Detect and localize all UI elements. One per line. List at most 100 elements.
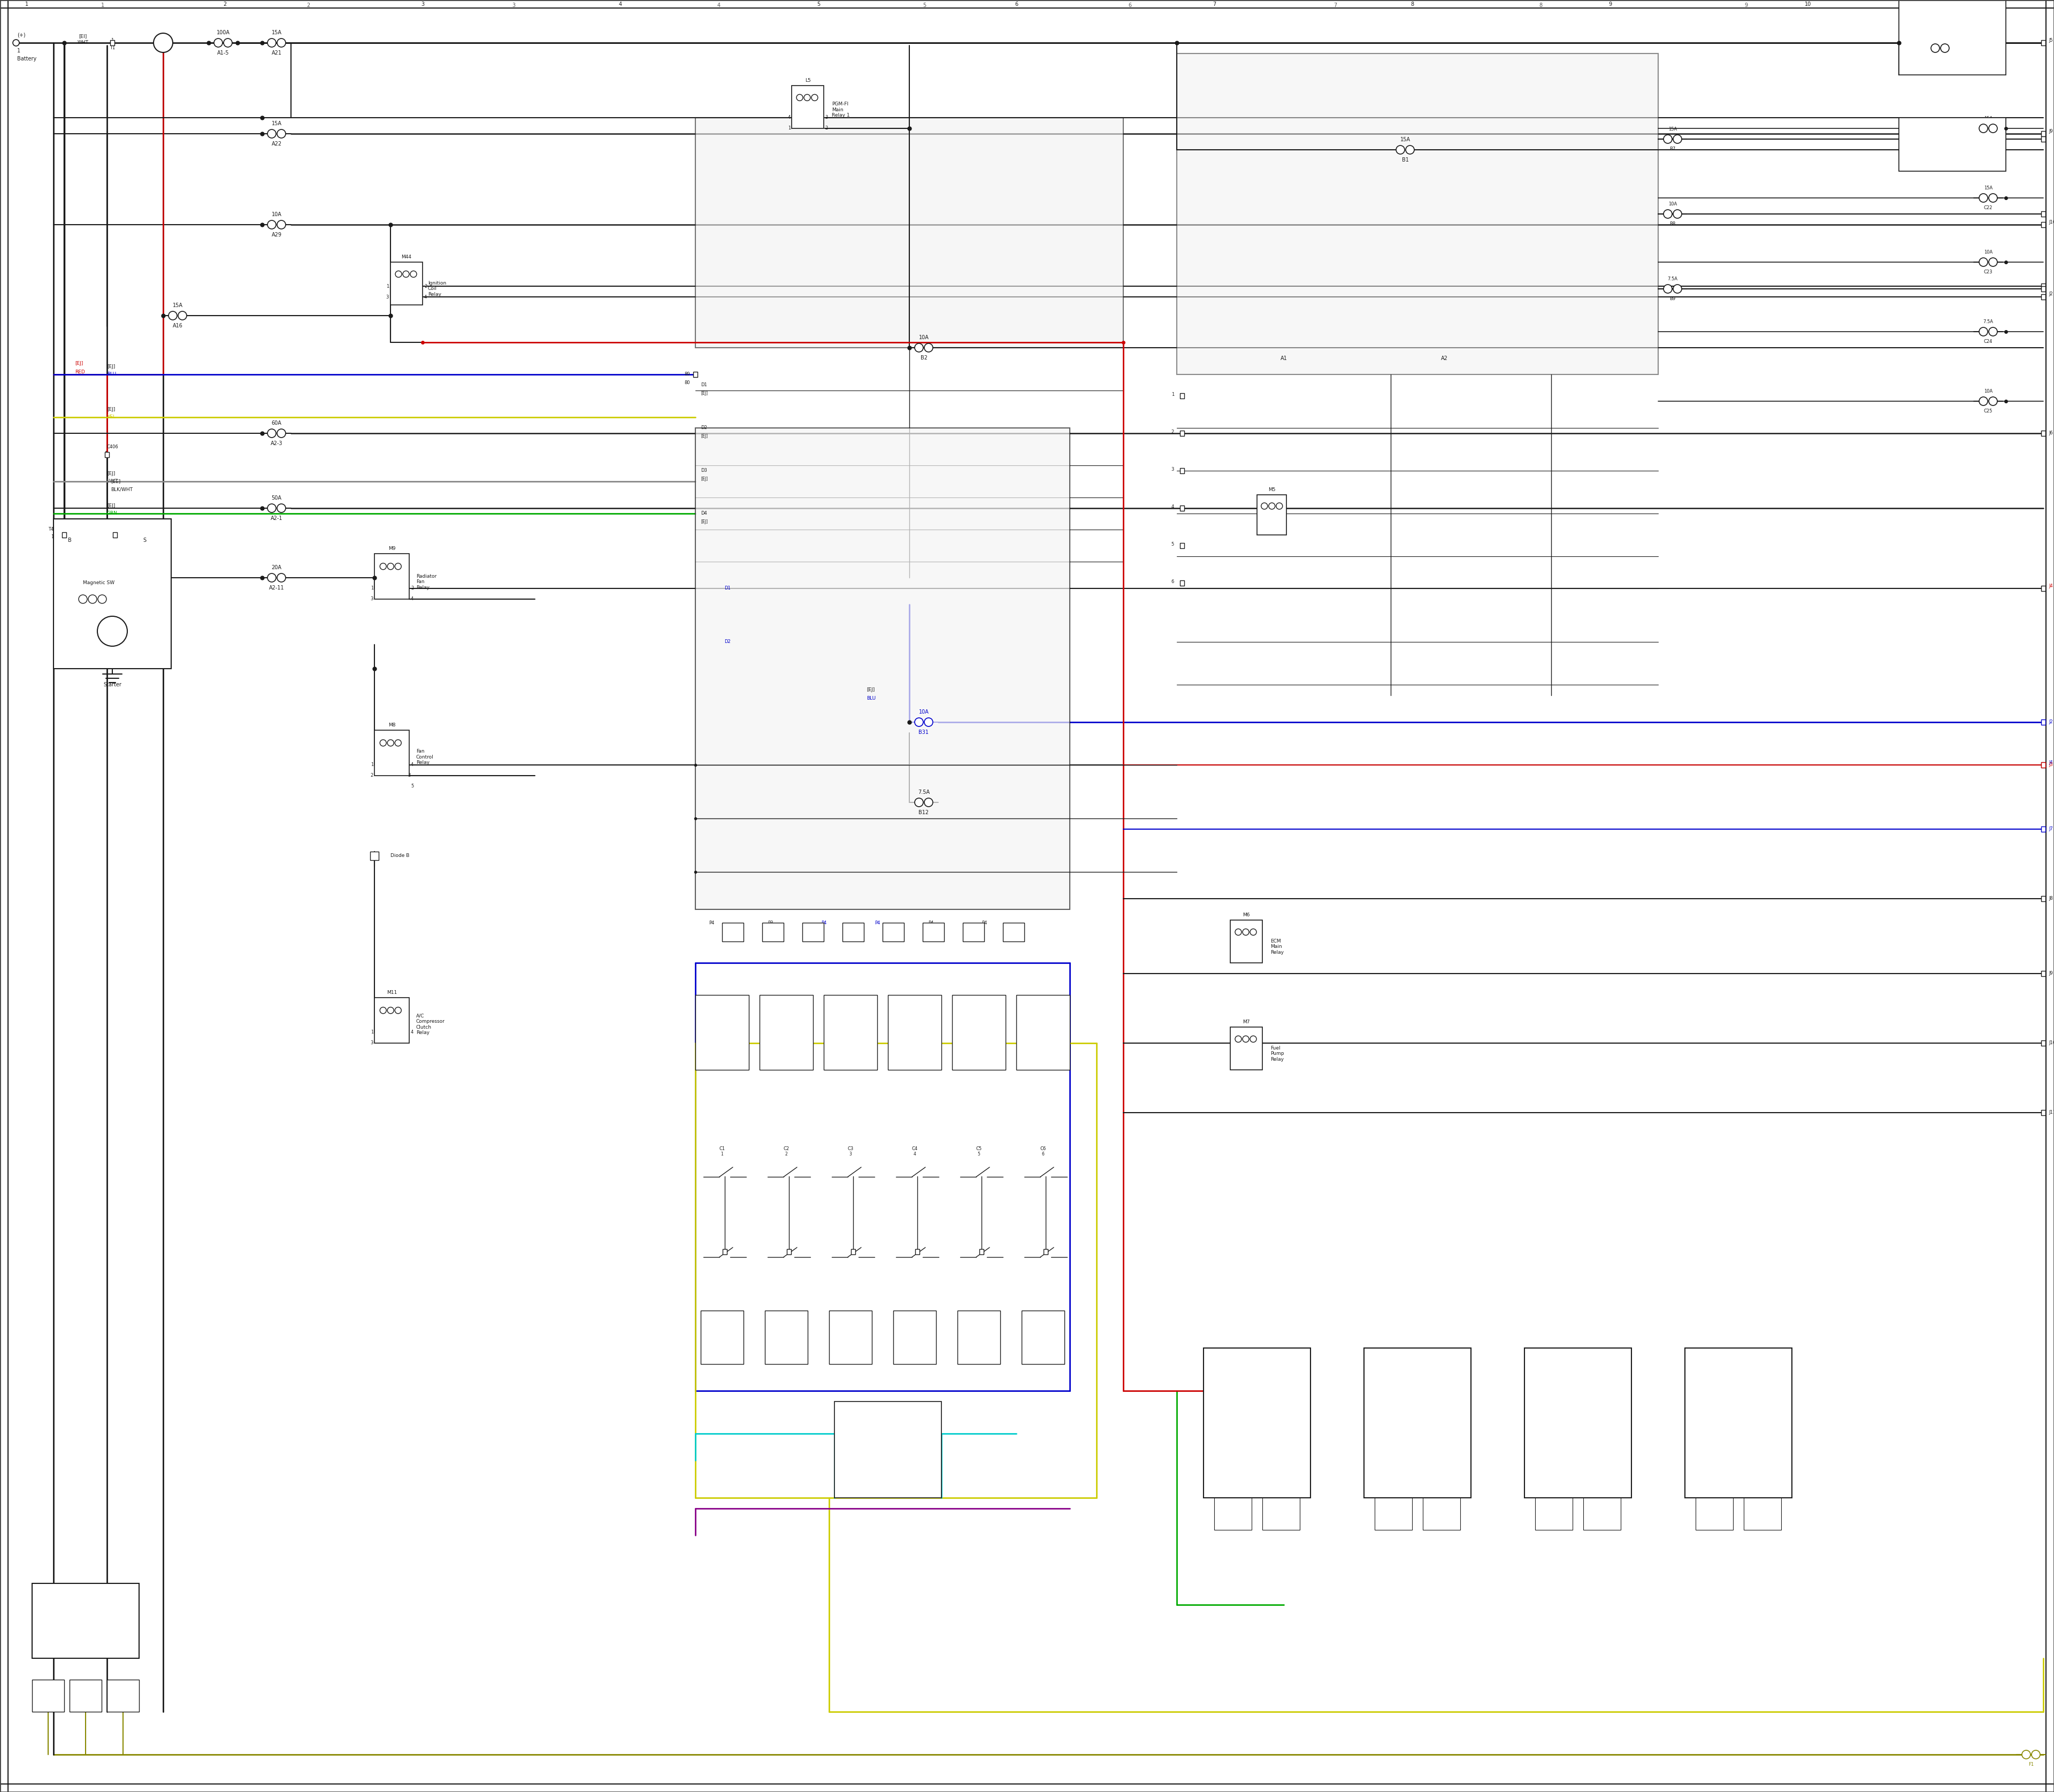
Circle shape	[97, 616, 127, 647]
Text: 2: 2	[785, 1349, 787, 1355]
Circle shape	[1243, 1036, 1249, 1043]
Text: 2: 2	[411, 586, 413, 591]
Bar	[2042, 762, 2046, 767]
Text: 6: 6	[1128, 2, 1132, 7]
Text: D: D	[372, 853, 376, 858]
Text: P3: P3	[811, 930, 815, 934]
Circle shape	[267, 38, 275, 47]
Text: 15A: 15A	[173, 303, 183, 308]
Text: 5: 5	[817, 2, 820, 7]
Text: [EE]: [EE]	[111, 478, 121, 484]
Text: 3: 3	[370, 597, 374, 602]
Text: 1: 1	[370, 763, 374, 767]
Text: 4: 4	[789, 115, 791, 120]
Circle shape	[388, 740, 394, 745]
Bar	[374, 729, 409, 776]
Circle shape	[924, 719, 933, 726]
Text: 2: 2	[370, 772, 374, 778]
Text: 89: 89	[684, 373, 690, 376]
Text: J6: J6	[2048, 430, 2052, 435]
Text: Inj: Inj	[848, 1357, 852, 1362]
Text: 7.5A: 7.5A	[918, 790, 930, 796]
Text: 8: 8	[1538, 2, 1543, 7]
Text: 3: 3	[511, 2, 516, 7]
Circle shape	[179, 312, 187, 321]
Text: M6: M6	[1243, 912, 1251, 918]
Text: Magnetic SW: Magnetic SW	[82, 581, 115, 586]
Text: T1: T1	[109, 47, 115, 50]
Text: 1: 1	[370, 586, 374, 591]
Bar	[2042, 896, 2046, 901]
Bar	[883, 923, 904, 941]
Text: [EJ]: [EJ]	[107, 471, 115, 477]
Text: 4: 4	[411, 1030, 413, 1034]
Text: C1: C1	[719, 1147, 725, 1152]
Bar	[824, 995, 877, 1070]
Text: Coil 3: Coil 3	[1571, 1487, 1586, 1493]
Text: C2: C2	[783, 1147, 789, 1152]
Text: Spark Plug: Spark Plug	[1727, 1480, 1750, 1484]
Text: 3: 3	[409, 772, 411, 778]
Text: 1: 1	[789, 125, 791, 131]
Circle shape	[388, 563, 394, 570]
Text: 5: 5	[978, 1349, 980, 1355]
Bar	[2042, 826, 2046, 831]
Text: 6: 6	[1015, 2, 1019, 7]
Bar	[70, 1679, 101, 1711]
Text: J5: J5	[2048, 38, 2052, 43]
Text: C4: C4	[912, 1147, 918, 1152]
Bar	[1744, 1498, 1781, 1530]
Text: M8: M8	[388, 722, 396, 728]
Text: ECM
Main
Relay: ECM Main Relay	[1269, 939, 1284, 955]
Text: D2: D2	[700, 425, 707, 430]
Bar	[1263, 1498, 1300, 1530]
Circle shape	[88, 595, 97, 604]
Circle shape	[1941, 43, 1949, 52]
Bar	[787, 1249, 791, 1254]
Circle shape	[811, 95, 817, 100]
Bar	[1524, 1348, 1631, 1498]
Text: BLK/WHT: BLK/WHT	[111, 487, 134, 491]
Text: 7.5A: 7.5A	[1982, 319, 1992, 324]
Text: 1: 1	[111, 38, 113, 43]
Text: L5: L5	[805, 79, 811, 82]
Text: A21: A21	[271, 50, 281, 56]
Text: J2: J2	[2048, 292, 2052, 297]
Bar	[762, 923, 785, 941]
Bar	[1230, 919, 1263, 962]
Circle shape	[1397, 145, 1405, 154]
Bar	[1423, 1498, 1460, 1530]
Text: [EJ]: [EJ]	[700, 477, 709, 482]
Text: 10A: 10A	[918, 335, 928, 340]
Circle shape	[277, 129, 286, 138]
Bar	[922, 923, 945, 941]
Circle shape	[394, 740, 401, 745]
Bar	[2042, 131, 2046, 136]
Text: 5: 5	[922, 2, 926, 7]
Bar	[980, 1249, 984, 1254]
Text: A29: A29	[271, 233, 281, 238]
Text: G3: G3	[119, 1695, 125, 1701]
Text: 5: 5	[1171, 543, 1175, 547]
Bar	[111, 39, 115, 45]
Text: 1: 1	[721, 1349, 723, 1355]
Bar	[1374, 1498, 1413, 1530]
Circle shape	[2031, 1751, 2040, 1758]
Circle shape	[277, 504, 286, 513]
Bar	[107, 1679, 140, 1711]
Text: 4: 4	[425, 294, 427, 299]
Text: B7: B7	[1670, 147, 1676, 151]
Text: WHT: WHT	[78, 41, 88, 45]
Text: Inj: Inj	[1039, 1357, 1045, 1362]
Text: 5: 5	[978, 1152, 980, 1158]
Text: Spark Plug: Spark Plug	[1567, 1480, 1590, 1484]
Text: 9: 9	[1744, 2, 1748, 7]
Bar	[694, 371, 698, 376]
Text: Fan
Control
Relay: Fan Control Relay	[417, 749, 433, 765]
Bar	[723, 1249, 727, 1254]
Circle shape	[1405, 145, 1415, 154]
Circle shape	[267, 129, 275, 138]
Circle shape	[380, 1007, 386, 1014]
Text: P1: P1	[731, 930, 735, 934]
Text: Starter: Starter	[103, 683, 121, 688]
